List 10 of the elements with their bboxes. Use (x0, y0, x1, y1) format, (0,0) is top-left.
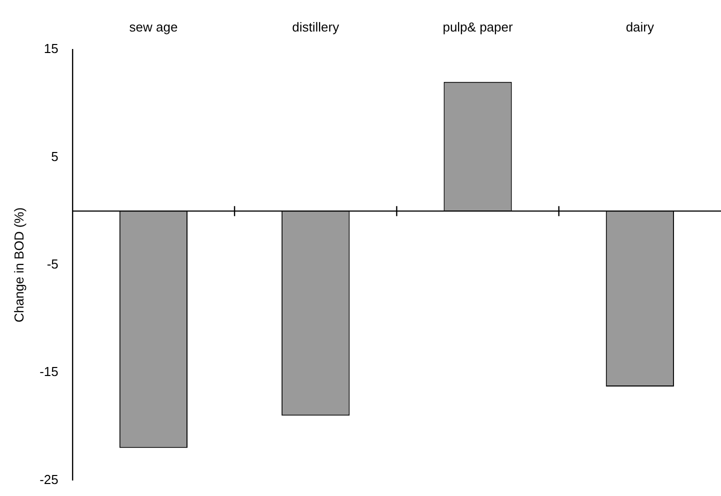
x-tick-label: sew age (129, 19, 178, 34)
y-tick-label: -15 (40, 364, 58, 380)
y-tick-label: 15 (44, 41, 58, 56)
x-tick-label: pulp& paper (442, 19, 514, 34)
y-tick-label: -5 (46, 256, 58, 272)
y-tick-label: -25 (40, 472, 58, 487)
x-tick-label: distillery (292, 19, 340, 34)
y-tick-label: 5 (51, 148, 58, 164)
y-axis-title: Change in BOD (%) (11, 207, 26, 322)
x-tick-label: dairy (626, 19, 655, 34)
